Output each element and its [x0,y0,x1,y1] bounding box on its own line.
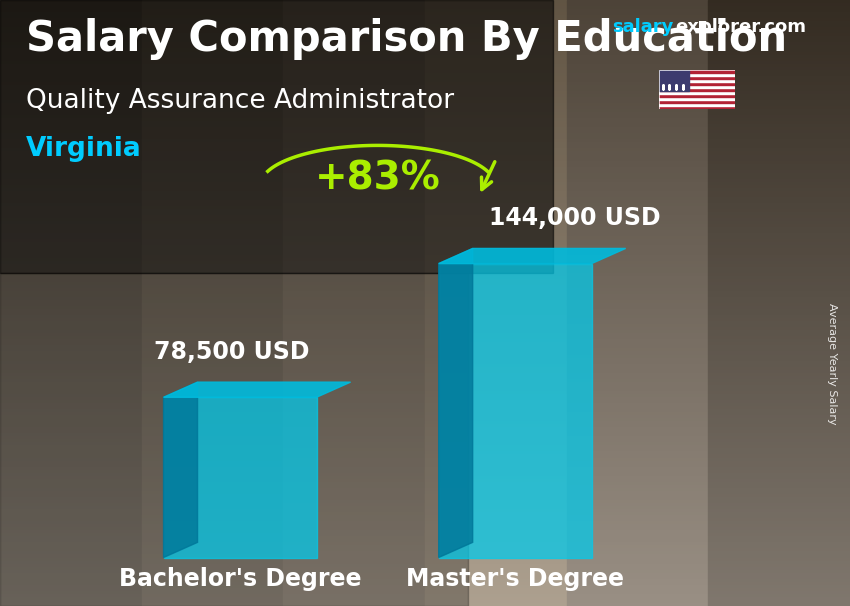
Bar [142,0,283,606]
Text: 78,500 USD: 78,500 USD [154,340,309,364]
Text: Average Yearly Salary: Average Yearly Salary [827,303,837,424]
Bar [659,79,735,82]
Polygon shape [163,382,197,558]
Polygon shape [163,382,350,398]
Bar [439,264,592,558]
Bar [659,82,735,85]
Text: Quality Assurance Administrator: Quality Assurance Administrator [26,88,454,114]
Text: 144,000 USD: 144,000 USD [489,206,660,230]
Bar [659,70,689,91]
Text: Bachelor's Degree: Bachelor's Degree [119,567,361,591]
Text: salary: salary [612,18,673,36]
Bar [659,70,735,73]
Text: explorer.com: explorer.com [676,18,807,36]
Bar [659,88,735,91]
Bar [659,103,735,106]
Bar [659,97,735,100]
Bar [659,106,735,109]
Bar [659,85,735,88]
Bar [659,91,735,94]
Polygon shape [439,248,473,558]
Bar [425,0,567,606]
Bar [0,273,468,606]
Bar [659,94,735,97]
Text: Salary Comparison By Education: Salary Comparison By Education [26,18,786,60]
Bar [567,0,708,606]
Text: Master's Degree: Master's Degree [406,567,624,591]
Bar [163,398,316,558]
Text: +83%: +83% [314,160,440,198]
Bar [659,100,735,103]
Bar [0,0,552,273]
Bar [659,73,735,76]
Bar [708,0,850,606]
Polygon shape [439,248,626,264]
Bar [0,0,142,606]
Bar [283,0,425,606]
Bar [659,76,735,79]
Text: Virginia: Virginia [26,136,141,162]
